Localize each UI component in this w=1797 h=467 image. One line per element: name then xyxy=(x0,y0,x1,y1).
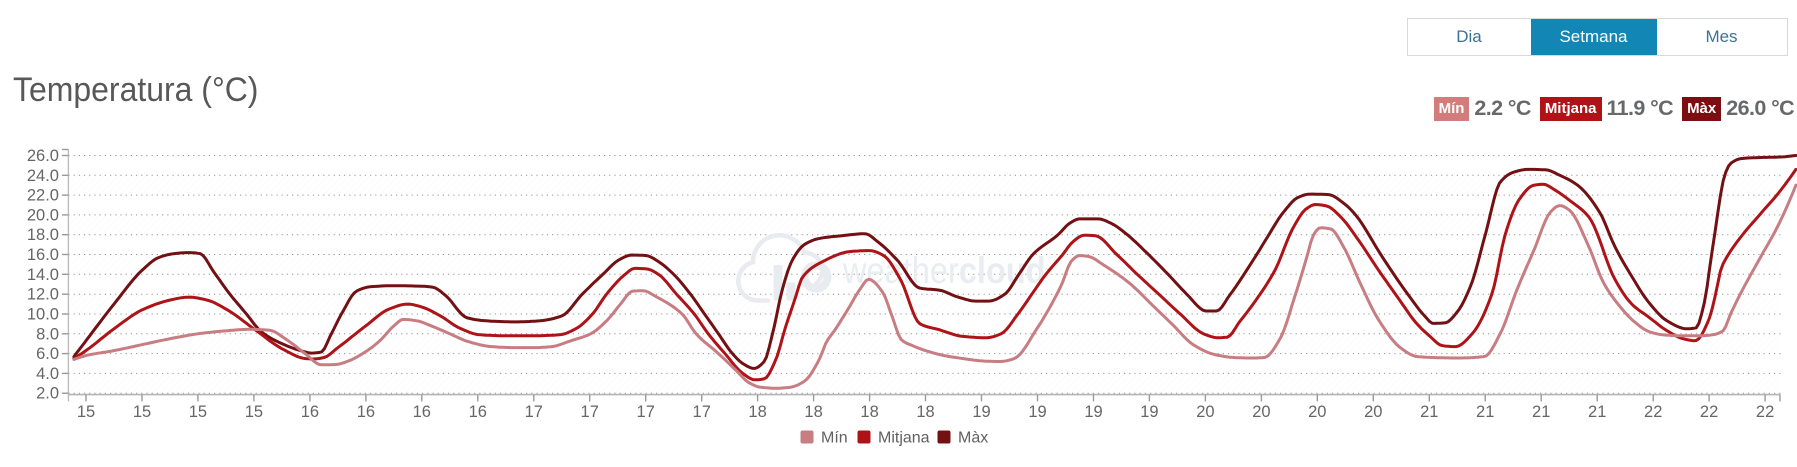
svg-text:4.0: 4.0 xyxy=(36,365,59,383)
svg-text:weathercloud: weathercloud xyxy=(842,250,1046,291)
svg-text:Màx: Màx xyxy=(958,430,988,447)
svg-text:16: 16 xyxy=(469,403,487,421)
svg-text:18: 18 xyxy=(916,403,934,421)
svg-text:24.0: 24.0 xyxy=(27,167,59,185)
svg-text:6.0: 6.0 xyxy=(36,345,59,363)
svg-text:19: 19 xyxy=(1028,403,1046,421)
svg-text:19: 19 xyxy=(1084,403,1102,421)
svg-text:22: 22 xyxy=(1644,403,1662,421)
svg-text:15: 15 xyxy=(133,403,151,421)
svg-text:2.0: 2.0 xyxy=(36,385,59,403)
svg-text:20.0: 20.0 xyxy=(27,206,59,224)
svg-text:20: 20 xyxy=(1252,403,1270,421)
svg-text:Mín: Mín xyxy=(821,430,848,447)
svg-text:21: 21 xyxy=(1588,403,1606,421)
svg-text:16.0: 16.0 xyxy=(27,246,59,264)
svg-text:16: 16 xyxy=(413,403,431,421)
svg-text:17: 17 xyxy=(581,403,599,421)
svg-text:21: 21 xyxy=(1420,403,1438,421)
svg-text:15: 15 xyxy=(77,403,95,421)
svg-text:10.0: 10.0 xyxy=(27,306,59,324)
svg-text:19: 19 xyxy=(972,403,990,421)
svg-text:18.0: 18.0 xyxy=(27,226,59,244)
svg-text:20: 20 xyxy=(1308,403,1326,421)
svg-text:16: 16 xyxy=(357,403,375,421)
svg-text:15: 15 xyxy=(189,403,207,421)
svg-text:20: 20 xyxy=(1196,403,1214,421)
svg-text:Mitjana: Mitjana xyxy=(878,430,930,447)
svg-text:8.0: 8.0 xyxy=(36,325,59,343)
svg-text:16: 16 xyxy=(301,403,319,421)
svg-text:18: 18 xyxy=(804,403,822,421)
svg-text:18: 18 xyxy=(748,403,766,421)
svg-text:22.0: 22.0 xyxy=(27,187,59,205)
svg-text:21: 21 xyxy=(1476,403,1494,421)
svg-text:14.0: 14.0 xyxy=(27,266,59,284)
svg-text:15: 15 xyxy=(245,403,263,421)
svg-text:21: 21 xyxy=(1532,403,1550,421)
svg-text:18: 18 xyxy=(860,403,878,421)
svg-text:17: 17 xyxy=(637,403,655,421)
svg-text:22: 22 xyxy=(1700,403,1718,421)
svg-text:26.0: 26.0 xyxy=(27,147,59,165)
svg-text:17: 17 xyxy=(525,403,543,421)
svg-text:20: 20 xyxy=(1364,403,1382,421)
svg-text:19: 19 xyxy=(1140,403,1158,421)
svg-text:12.0: 12.0 xyxy=(27,286,59,304)
svg-text:17: 17 xyxy=(693,403,711,421)
svg-text:22: 22 xyxy=(1756,403,1774,421)
